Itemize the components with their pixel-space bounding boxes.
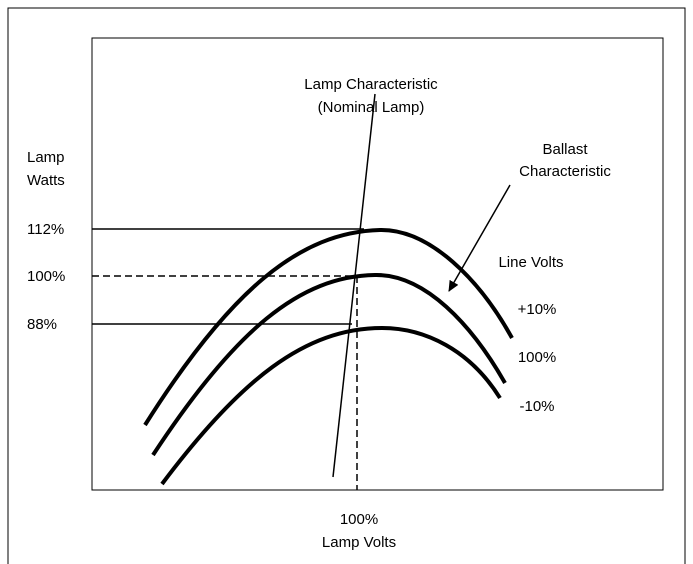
label: Ballast bbox=[542, 141, 588, 158]
axis-title: Lamp Volts bbox=[322, 534, 396, 551]
lamp-line bbox=[332, 93, 376, 478]
axis-title: Watts bbox=[27, 172, 65, 189]
curve-100 bbox=[151, 272, 507, 457]
plot-frame bbox=[91, 37, 664, 491]
level-label: 112% bbox=[27, 221, 64, 238]
label: Line Volts bbox=[498, 254, 563, 271]
curve-label: +10% bbox=[518, 301, 557, 318]
level-label: 100% bbox=[340, 511, 378, 528]
outer-frame bbox=[7, 7, 686, 564]
curve-plus10 bbox=[143, 227, 514, 427]
label: Characteristic bbox=[519, 163, 611, 180]
level-label: 100% bbox=[27, 268, 65, 285]
label: Lamp Characteristic bbox=[304, 76, 438, 93]
curve-minus10 bbox=[160, 325, 502, 486]
curve-label: 100% bbox=[518, 349, 556, 366]
arrow bbox=[448, 184, 511, 292]
level-label: 88% bbox=[27, 316, 57, 333]
curve-label: -10% bbox=[519, 398, 554, 415]
label: (Nominal Lamp) bbox=[318, 99, 425, 116]
axis-title: Lamp bbox=[27, 149, 65, 166]
